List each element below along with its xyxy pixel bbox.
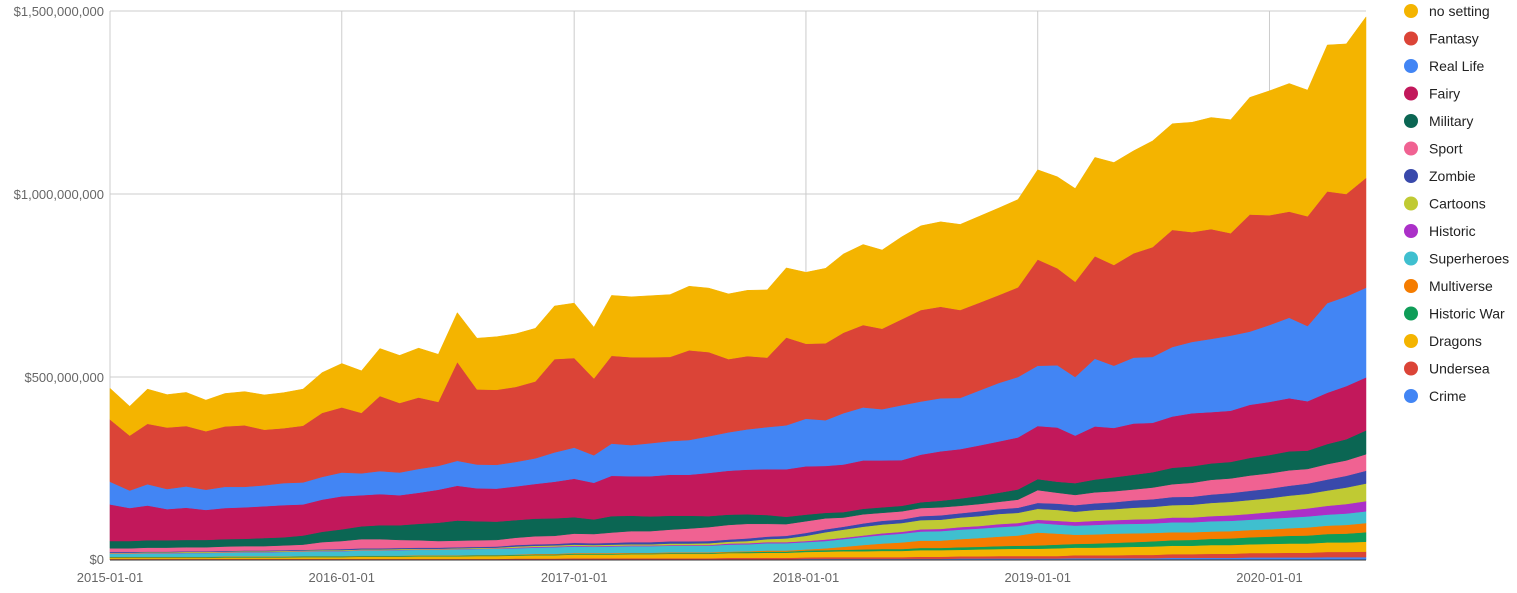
legend-label: no setting (1429, 3, 1490, 19)
legend-item-sport[interactable]: Sport (1404, 141, 1463, 157)
legend-item-real-life[interactable]: Real Life (1404, 58, 1484, 74)
y-tick-label: $1,500,000,000 (14, 4, 104, 19)
x-tick-label: 2019-01-01 (1004, 570, 1071, 585)
x-tick-label: 2018-01-01 (773, 570, 840, 585)
legend-marker (1404, 114, 1418, 128)
legend-marker (1404, 251, 1418, 266)
y-tick-label: $1,000,000,000 (14, 187, 104, 202)
area-layer (109, 16, 1367, 561)
legend-label: Multiverse (1429, 278, 1493, 294)
legend-label: Undersea (1429, 361, 1490, 377)
legend-marker (1404, 31, 1418, 46)
legend-label: Fairy (1429, 86, 1460, 102)
legend-marker (1404, 361, 1418, 376)
legend-item-dragons[interactable]: Dragons (1404, 333, 1482, 349)
legend-marker (1404, 224, 1418, 238)
legend-label: Superheroes (1429, 251, 1509, 267)
x-tick-label: 2017-01-01 (541, 570, 608, 585)
legend-label: Fantasy (1429, 31, 1479, 47)
legend-label: Sport (1429, 141, 1463, 157)
y-tick-label: $500,000,000 (24, 370, 104, 385)
legend-item-zombie[interactable]: Zombie (1404, 168, 1476, 184)
legend-marker (1404, 279, 1418, 293)
legend-marker (1404, 389, 1418, 403)
legend-item-fairy[interactable]: Fairy (1404, 86, 1460, 102)
legend-item-multiverse[interactable]: Multiverse (1404, 278, 1493, 294)
legend-label: Crime (1429, 388, 1467, 404)
legend-label: Cartoons (1429, 196, 1486, 212)
x-tick-label: 2020-01-01 (1236, 570, 1303, 585)
legend-item-fantasy[interactable]: Fantasy (1404, 31, 1479, 47)
legend-item-superheroes[interactable]: Superheroes (1404, 251, 1509, 267)
legend-item-crime[interactable]: Crime (1404, 388, 1467, 404)
legend-label: Historic (1429, 223, 1476, 239)
legend-label: Zombie (1429, 168, 1476, 184)
legend-marker (1404, 169, 1418, 183)
legend: no setting Fantasy Real Life Fairy Military S… (1404, 3, 1509, 404)
legend-label: Military (1429, 113, 1473, 129)
legend-label: Dragons (1429, 333, 1482, 349)
legend-item-military[interactable]: Military (1404, 113, 1473, 129)
legend-item-historic[interactable]: Historic (1404, 223, 1476, 239)
legend-label: Real Life (1429, 58, 1484, 74)
legend-marker (1404, 59, 1418, 73)
legend-item-no-setting[interactable]: no setting (1404, 3, 1490, 19)
legend-marker (1404, 86, 1418, 101)
legend-marker (1404, 306, 1418, 321)
legend-marker (1404, 141, 1418, 156)
axis-layer: $0 $500,000,000 $1,000,000,000 $1,500,000,0… (14, 4, 1366, 585)
legend-marker (1404, 196, 1418, 211)
area-no-setting[interactable] (109, 16, 1367, 436)
legend-label: Historic War (1429, 306, 1505, 322)
x-tick-label: 2015-01-01 (77, 570, 144, 585)
legend-marker (1404, 4, 1418, 18)
legend-item-undersea[interactable]: Undersea (1404, 361, 1490, 377)
y-tick-label: $0 (90, 552, 104, 567)
legend-item-cartoons[interactable]: Cartoons (1404, 196, 1486, 212)
x-tick-label: 2016-01-01 (309, 570, 376, 585)
legend-marker (1404, 334, 1418, 348)
legend-item-historic-war[interactable]: Historic War (1404, 306, 1505, 322)
